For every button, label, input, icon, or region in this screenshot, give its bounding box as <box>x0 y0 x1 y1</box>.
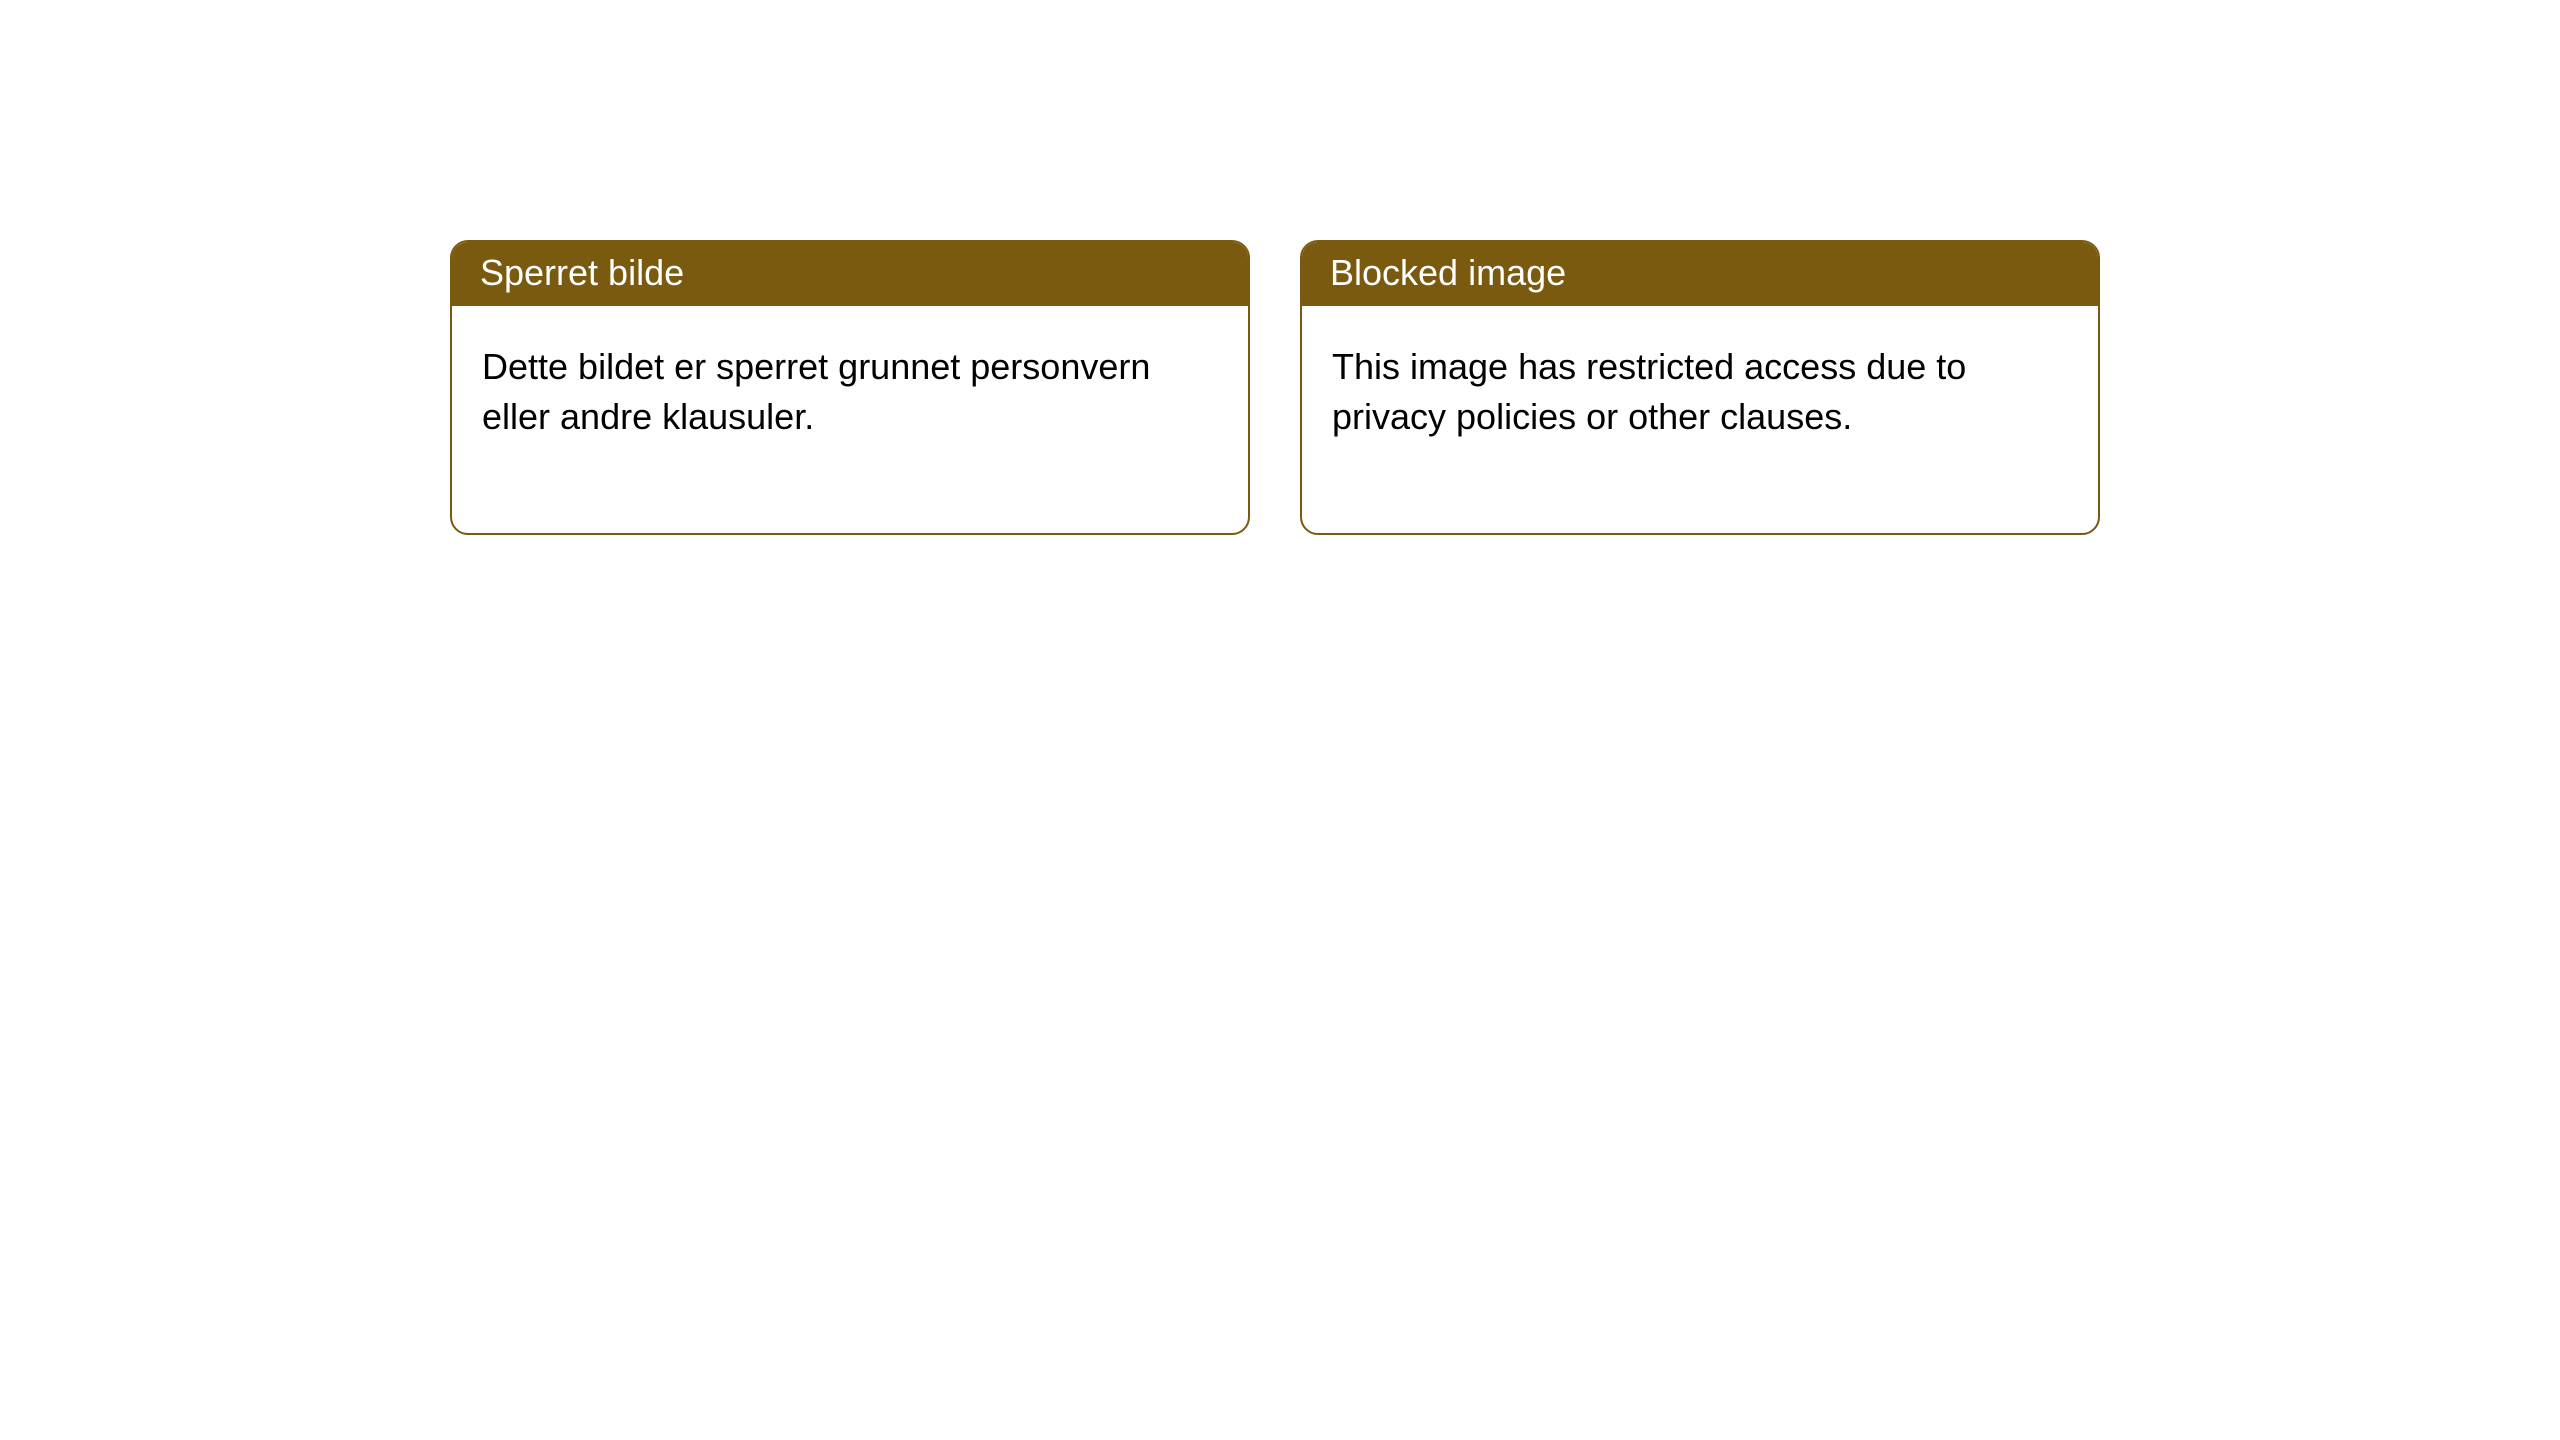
notice-card-norwegian: Sperret bilde Dette bildet er sperret gr… <box>450 240 1250 535</box>
notice-cards-container: Sperret bilde Dette bildet er sperret gr… <box>450 240 2100 535</box>
notice-card-english: Blocked image This image has restricted … <box>1300 240 2100 535</box>
notice-body: This image has restricted access due to … <box>1302 306 2098 533</box>
notice-body: Dette bildet er sperret grunnet personve… <box>452 306 1248 533</box>
notice-header: Sperret bilde <box>452 242 1248 306</box>
notice-header: Blocked image <box>1302 242 2098 306</box>
